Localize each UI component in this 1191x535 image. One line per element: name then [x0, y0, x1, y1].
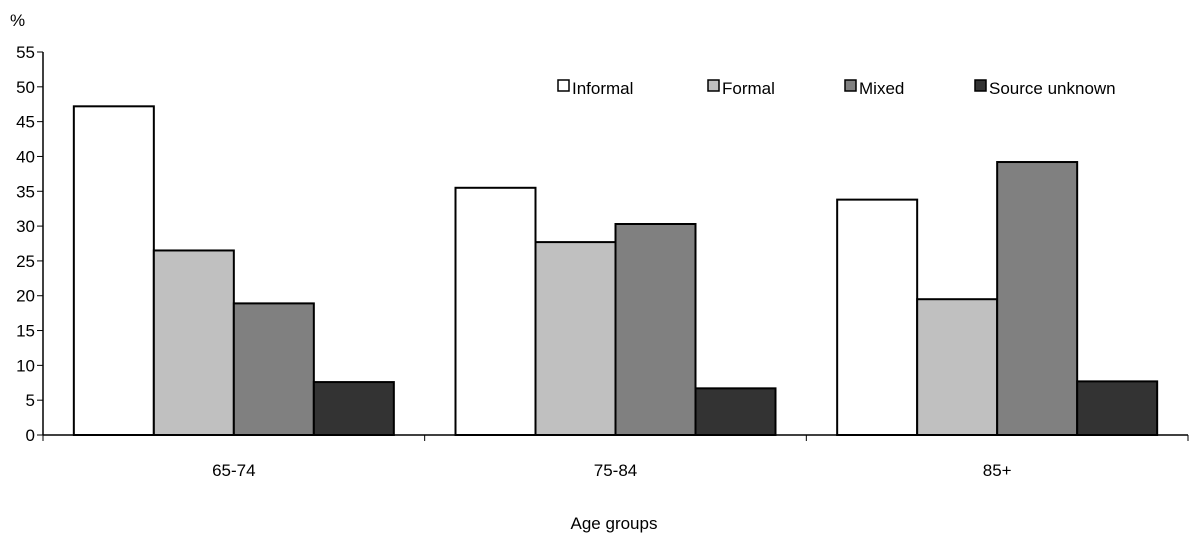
y-tick-label: 15	[16, 322, 35, 341]
bar	[836, 198, 919, 436]
legend-swatch	[844, 79, 857, 92]
y-tick-label: 10	[16, 356, 35, 375]
legend-swatch	[974, 79, 987, 92]
y-tick-label: 45	[16, 113, 35, 132]
x-tick-label: 75-84	[594, 461, 637, 480]
y-tick-label: 50	[16, 78, 35, 97]
y-tick-label: 35	[16, 182, 35, 201]
legend: Informal Formal Mixed Source unknown	[557, 79, 1116, 98]
bar	[152, 249, 235, 436]
x-axis-title: Age groups	[571, 514, 658, 533]
bar	[534, 241, 617, 436]
bar	[232, 302, 315, 436]
bar	[996, 161, 1079, 436]
axes	[42, 52, 1188, 436]
legend-label: Mixed	[859, 79, 904, 98]
bar	[1076, 380, 1159, 437]
legend-label: Source unknown	[989, 79, 1116, 98]
y-axis-unit-label: %	[10, 11, 25, 30]
bars	[72, 105, 1159, 437]
legend-label: Informal	[572, 79, 633, 98]
x-axis-ticks: 65-74 75-84 85+	[42, 435, 1189, 480]
y-tick-label: 25	[16, 252, 35, 271]
legend-swatch	[557, 79, 570, 92]
y-tick-label: 40	[16, 147, 35, 166]
bar	[694, 387, 777, 436]
bar	[72, 105, 155, 436]
bar	[916, 298, 999, 436]
y-axis-ticks: 0 5 10 15 20 25 30 35 40 45 50 55	[16, 43, 43, 445]
legend-swatch	[707, 79, 720, 92]
bar	[312, 381, 395, 436]
y-tick-label: 20	[16, 287, 35, 306]
y-tick-label: 30	[16, 217, 35, 236]
y-tick-label: 55	[16, 43, 35, 62]
y-tick-label: 0	[26, 426, 35, 445]
y-tick-label: 5	[26, 391, 35, 410]
bar	[454, 186, 537, 436]
x-tick-label: 65-74	[212, 461, 255, 480]
legend-label: Formal	[722, 79, 775, 98]
x-tick-label: 85+	[983, 461, 1012, 480]
bar	[614, 223, 697, 436]
